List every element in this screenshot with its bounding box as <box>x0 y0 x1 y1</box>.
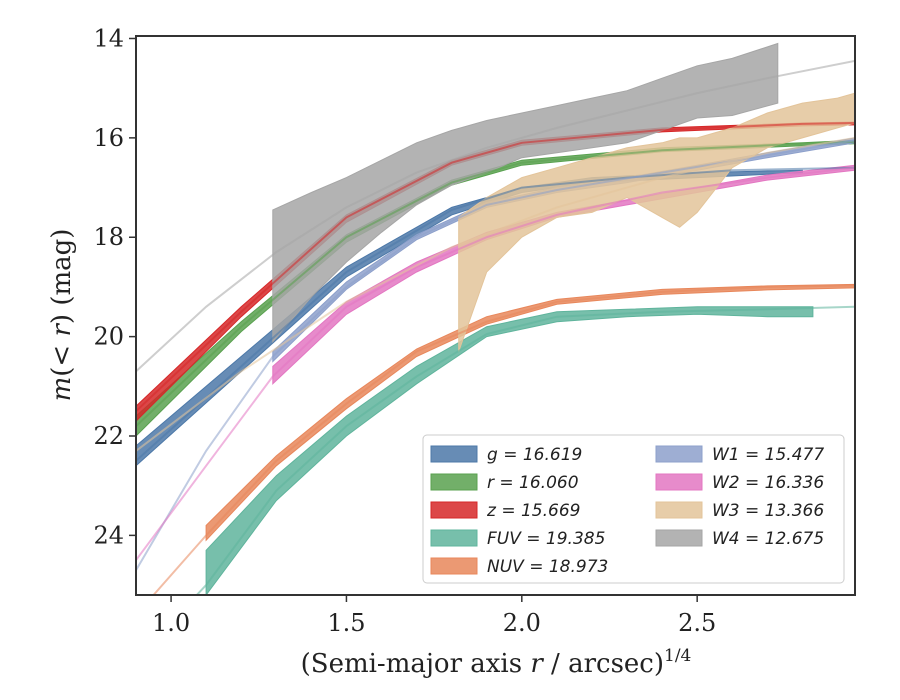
y-tick-label: 22 <box>93 422 124 450</box>
legend-label-nuv: NUV = 18.973 <box>487 557 608 577</box>
fit-line-r <box>136 140 855 427</box>
y-tick-label: 14 <box>93 24 124 52</box>
legend-swatch-nuv <box>430 557 478 575</box>
fit-line-w4 <box>136 59 855 373</box>
band-fuv <box>205 306 814 595</box>
fit-line-fuv <box>195 305 855 595</box>
legend-swatch-w1 <box>655 445 703 463</box>
fit-line-w2 <box>136 166 855 561</box>
legend-swatch-w2 <box>655 473 703 491</box>
y-tick-label: 20 <box>93 323 124 351</box>
y-axis: 14 16 18 20 22 24 <box>93 24 136 549</box>
x-tick-label: 1.0 <box>152 609 190 637</box>
fit-line-layer <box>136 59 855 595</box>
legend-label-z: z = 15.669 <box>486 501 580 521</box>
legend-label-w4: W4 = 12.675 <box>712 529 824 549</box>
fit-line-nuv <box>152 284 855 595</box>
y-tick-label: 24 <box>93 521 124 549</box>
fit-line-w3 <box>136 136 855 452</box>
band-w4 <box>272 42 779 343</box>
fit-line-z <box>136 122 855 412</box>
y-axis-title: m(< r) (mag) <box>47 229 77 402</box>
legend-swatch-w4 <box>655 529 703 547</box>
x-axis: 1.0 1.5 2.0 2.5 <box>152 595 716 637</box>
legend-label-w2: W2 = 16.336 <box>712 473 824 493</box>
legend-box <box>422 434 845 584</box>
x-tick-label: 2.0 <box>503 609 541 637</box>
legend-swatch-r <box>430 473 478 491</box>
legend-label-fuv: FUV = 19.385 <box>487 529 605 549</box>
x-axis-title: (Semi-major axis r / arcsec)1/4 <box>301 646 692 679</box>
legend-swatch-fuv <box>430 529 478 547</box>
legend-label-g: g = 16.619 <box>487 445 582 465</box>
x-tick-label: 1.5 <box>327 609 365 637</box>
fit-line-w1 <box>136 139 855 571</box>
band-w3 <box>458 92 855 352</box>
legend-swatch-w3 <box>655 501 703 519</box>
legend-label-r: r = 16.060 <box>487 473 579 493</box>
x-tick-label: 2.5 <box>678 609 716 637</box>
y-tick-label: 16 <box>93 124 124 152</box>
legend-label-w1: W1 = 15.477 <box>712 445 824 465</box>
y-tick-label: 18 <box>93 223 124 251</box>
legend: g = 16.619 r = 16.060 z = 15.669 FUV = 19.3… <box>422 434 845 584</box>
legend-label-w3: W3 = 13.366 <box>712 501 824 521</box>
legend-swatch-z <box>430 501 478 519</box>
fit-line-g <box>136 166 855 462</box>
legend-swatch-g <box>430 445 478 463</box>
plot-frame <box>135 35 856 596</box>
